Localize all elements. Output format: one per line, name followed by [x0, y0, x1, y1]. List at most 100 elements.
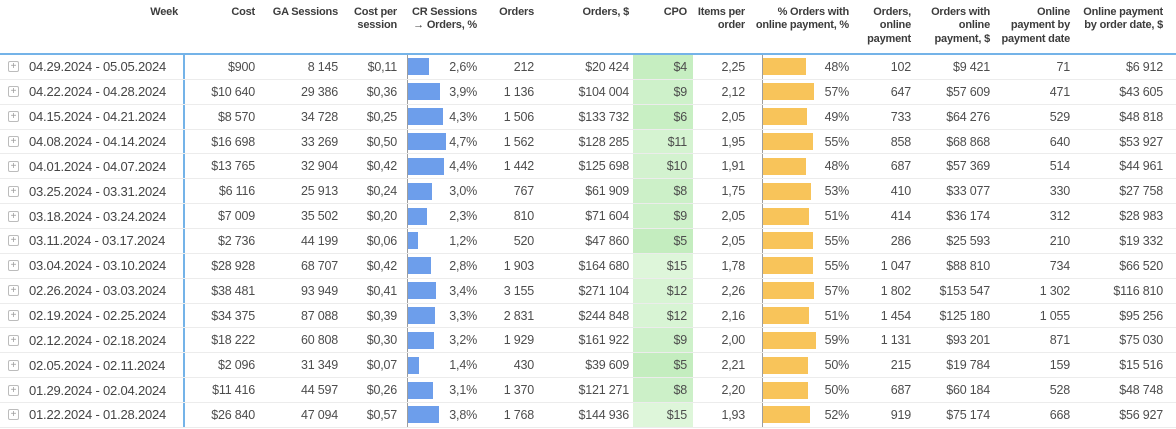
cr-bar-axis	[407, 253, 448, 278]
expand-row-icon[interactable]: +	[8, 185, 19, 197]
online-by-payment-date-cell: 471	[1049, 84, 1070, 99]
col-header-online-by-order-date-usd[interactable]: Online payment by order date, $	[1083, 6, 1163, 32]
online-by-payment-date-cell: 330	[1049, 184, 1070, 199]
cpo-cell: $11	[633, 129, 693, 154]
cr-bar	[408, 232, 418, 250]
orders-online-payment-cell: 1 802	[880, 283, 911, 298]
online-bar-axis	[762, 55, 819, 79]
expand-row-icon[interactable]: +	[8, 285, 19, 297]
week-cell: + 03.18.2024 - 03.24.2024	[0, 204, 185, 229]
col-header-items-per-order[interactable]: Items per order	[697, 6, 745, 32]
orders-usd-cell: $128 285	[578, 134, 629, 149]
ga-sessions-cell: 32 904	[300, 159, 338, 174]
orders-usd-cell: $164 680	[578, 258, 629, 273]
pct-orders-online-cell: 53%	[755, 179, 852, 204]
cr-bar-axis	[407, 55, 448, 79]
week-range: 02.05.2024 - 02.11.2024	[29, 357, 166, 373]
col-header-cost-per-session[interactable]: Cost per session	[353, 6, 397, 32]
online-by-order-date-usd-cell: $95 256	[1119, 308, 1163, 323]
cost-cell: $18 222	[211, 333, 255, 348]
col-header-ga-sessions[interactable]: GA Sessions	[272, 6, 338, 18]
cr-bar	[408, 307, 435, 325]
cr-percent: 3,9%	[449, 84, 477, 99]
expand-row-icon[interactable]: +	[8, 260, 19, 272]
expand-row-icon[interactable]: +	[8, 359, 19, 371]
expand-row-icon[interactable]: +	[8, 409, 19, 421]
online-bar-axis	[762, 204, 819, 229]
online-by-order-date-usd-cell: $75 030	[1119, 333, 1163, 348]
cr-percent: 3,0%	[449, 184, 477, 199]
cpo-cell: $6	[633, 104, 693, 129]
expand-row-icon[interactable]: +	[8, 111, 19, 123]
expand-row-icon[interactable]: +	[8, 235, 19, 247]
expand-row-icon[interactable]: +	[8, 160, 19, 172]
pct-orders-online-cell: 51%	[755, 204, 852, 229]
cr-sessions-orders-cell: 4,3%	[407, 104, 480, 129]
orders-usd-cell: $61 909	[585, 184, 629, 199]
cr-bar	[408, 157, 444, 175]
cr-bar-axis	[407, 79, 448, 104]
online-by-order-date-usd-cell: $43 605	[1119, 84, 1163, 99]
cr-sessions-orders-cell: 4,4%	[407, 154, 480, 179]
cr-sessions-orders-cell: 4,7%	[407, 129, 480, 154]
cpo-cell: $8	[633, 378, 693, 403]
week-cell: + 01.29.2024 - 02.04.2024	[0, 378, 185, 403]
orders-cell: 1 903	[503, 258, 534, 273]
orders-cell: 1 442	[503, 159, 534, 174]
col-header-cr-sessions-orders[interactable]: CR Sessions → Orders, %	[411, 6, 477, 32]
col-header-orders[interactable]: Orders	[499, 6, 534, 18]
cr-bar	[408, 257, 431, 275]
items-per-order-cell: 1,75	[721, 184, 745, 199]
week-range: 01.29.2024 - 02.04.2024	[29, 382, 167, 398]
cpo-cell: $12	[633, 278, 693, 303]
cr-percent: 2,3%	[449, 209, 477, 224]
cr-percent: 3,1%	[449, 383, 477, 398]
orders-usd-cell: $39 609	[585, 358, 629, 373]
week-cell: + 03.04.2024 - 03.10.2024	[0, 253, 185, 278]
expand-row-icon[interactable]: +	[8, 310, 19, 322]
orders-cell: 430	[513, 358, 534, 373]
cost-per-session-cell: $0,36	[366, 84, 397, 99]
cr-bar	[408, 182, 433, 200]
cost-per-session-cell: $0,30	[366, 333, 397, 348]
orders-cell: 767	[513, 184, 534, 199]
cost-per-session-cell: $0,57	[366, 407, 397, 422]
online-by-payment-date-cell: 514	[1049, 159, 1070, 174]
col-header-cost[interactable]: Cost	[231, 6, 255, 18]
orders-online-usd-cell: $68 868	[946, 134, 990, 149]
cost-cell: $900	[227, 59, 255, 74]
table-row: + 01.29.2024 - 02.04.2024 $11 416 44 597…	[0, 378, 1176, 404]
col-header-orders-usd[interactable]: Orders, $	[582, 6, 629, 18]
online-by-order-date-usd-cell: $48 818	[1119, 109, 1163, 124]
col-header-cpo[interactable]: CPO	[663, 6, 687, 18]
online-by-payment-date-cell: 668	[1049, 407, 1070, 422]
online-bar-axis	[762, 353, 819, 378]
col-header-orders-online-payment[interactable]: Orders, online payment	[867, 6, 911, 45]
cost-cell: $16 698	[211, 134, 255, 149]
week-cell: + 04.15.2024 - 04.21.2024	[0, 104, 185, 129]
cpo-cell: $9	[633, 204, 693, 229]
orders-online-payment-cell: 215	[890, 358, 911, 373]
expand-row-icon[interactable]: +	[8, 136, 19, 147]
col-header-pct-orders-online[interactable]: % Orders with online payment, %	[755, 6, 849, 32]
orders-cell: 2 831	[503, 308, 534, 323]
orders-cell: 810	[513, 209, 534, 224]
expand-row-icon[interactable]: +	[8, 61, 19, 73]
cr-percent: 3,8%	[449, 407, 477, 422]
cr-percent: 1,4%	[449, 358, 477, 373]
items-per-order-cell: 2,05	[721, 109, 745, 124]
online-by-order-date-usd-cell: $53 927	[1119, 134, 1163, 149]
expand-row-icon[interactable]: +	[8, 384, 19, 396]
col-header-orders-online-usd[interactable]: Orders with online payment, $	[931, 6, 990, 45]
orders-online-payment-cell: 286	[890, 233, 911, 248]
cr-sessions-orders-cell: 1,4%	[407, 353, 480, 378]
expand-row-icon[interactable]: +	[8, 210, 19, 222]
expand-row-icon[interactable]: +	[8, 86, 19, 98]
cr-sessions-orders-cell: 3,3%	[407, 303, 480, 328]
col-header-online-by-payment-date[interactable]: Online payment by payment date	[1001, 6, 1070, 45]
online-by-order-date-usd-cell: $15 516	[1119, 358, 1163, 373]
online-by-order-date-usd-cell: $27 758	[1119, 184, 1163, 199]
expand-row-icon[interactable]: +	[8, 334, 19, 346]
col-header-week[interactable]: Week	[150, 6, 178, 18]
